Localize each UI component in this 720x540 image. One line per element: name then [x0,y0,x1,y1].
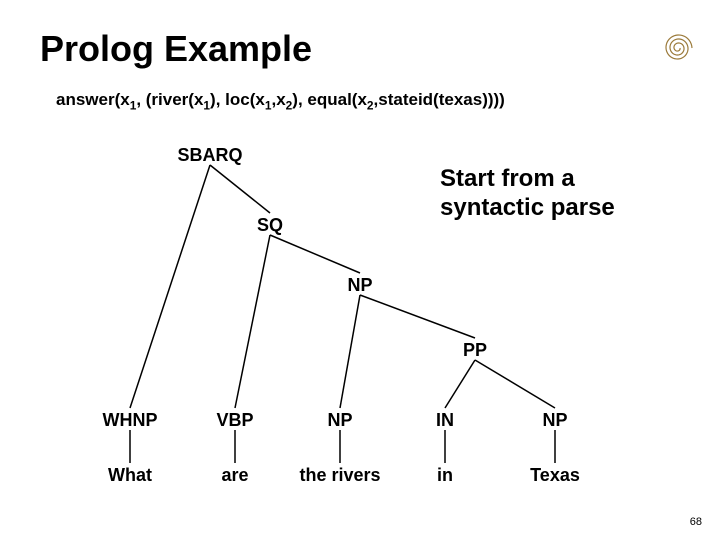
tree-node-in: in [437,465,453,486]
tree-node-whnp: WHNP [103,410,158,431]
annotation-line-1: Start from a [440,165,575,192]
tree-node-are: are [221,465,248,486]
tree-node-what: What [108,465,152,486]
tree-edges [0,0,720,540]
annotation-text: Start from a syntactic parse [440,165,615,223]
page-number: 68 [690,516,702,528]
tree-node-np2: NP [327,410,352,431]
annotation-line-2: syntactic parse [440,194,615,221]
tree-node-np3: NP [542,410,567,431]
prolog-formula: answer(x1, (river(x1), loc(x1,x2), equal… [56,90,505,112]
tree-node-pp: PP [463,340,487,361]
spiral-icon [658,28,698,68]
tree-node-np1: NP [347,275,372,296]
tree-node-in: IN [436,410,454,431]
tree-node-vbp: VBP [216,410,253,431]
tree-node-texas: Texas [530,465,580,486]
page-title: Prolog Example [40,28,312,70]
tree-node-rivers: the rivers [299,465,380,486]
tree-node-sq: SQ [257,215,283,236]
tree-node-sbarq: SBARQ [177,145,242,166]
